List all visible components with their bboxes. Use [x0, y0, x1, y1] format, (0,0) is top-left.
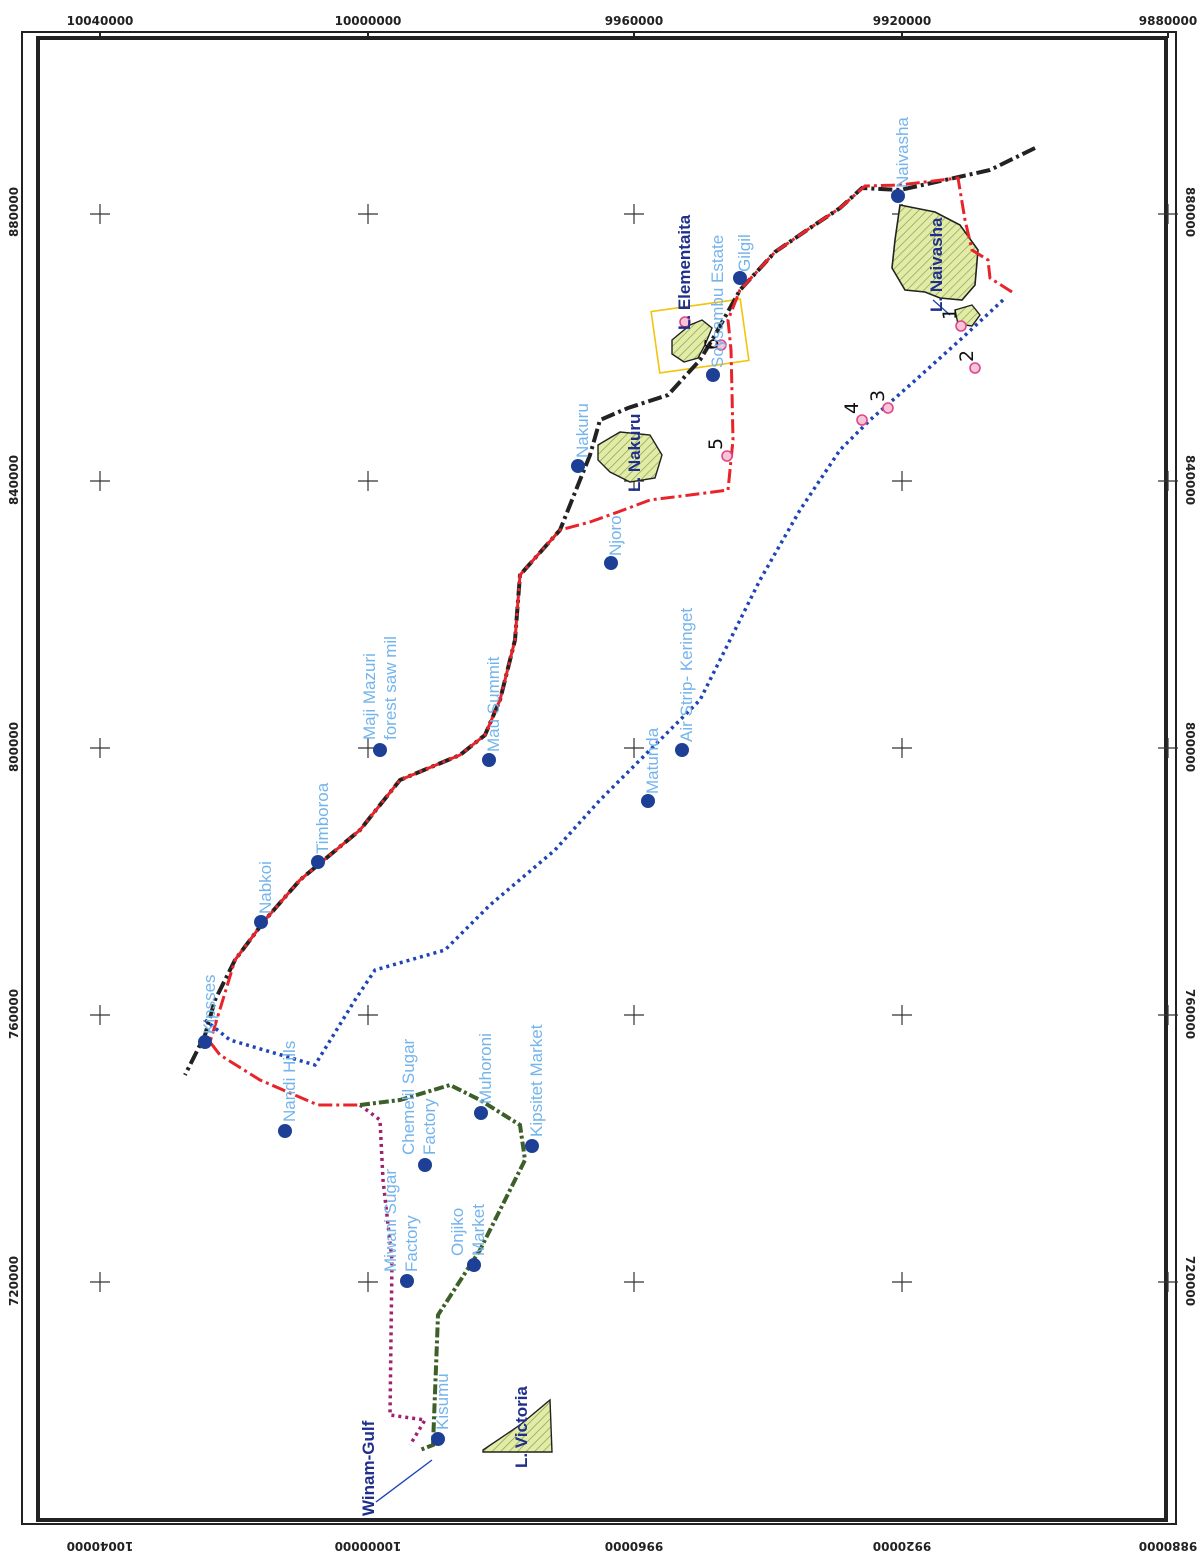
top-tick-label: 10040000 [67, 14, 134, 28]
sample-point-marker [721, 450, 733, 462]
sample-point-marker [882, 402, 894, 414]
sample-point-label: 4 [841, 402, 863, 414]
lake-naivasha [891, 204, 979, 301]
left-tick-label: 880000 [7, 187, 21, 237]
town-markers [198, 189, 905, 1446]
sample-point-marker [955, 320, 967, 332]
town-marker [604, 556, 618, 570]
town-marker [278, 1124, 292, 1138]
town-label-timboroa: Timboroa [313, 782, 332, 854]
left-tick-label: 760000 [7, 989, 21, 1039]
sample-point-marker [969, 362, 981, 374]
town-label-saw-mill: forest saw mil [381, 636, 400, 740]
town-label-njoro: Njoro [606, 515, 625, 556]
map-inner-frame [36, 36, 1168, 1522]
town-label-keringet: Air Strip- Keringet [677, 608, 696, 742]
town-label-onjiko-market: Market [469, 1204, 488, 1256]
town-marker [641, 794, 655, 808]
sample-point-label: 6 [701, 338, 723, 350]
town-marker [675, 743, 689, 757]
lake-label-winam-gulf: Winam-Gulf [359, 1420, 378, 1516]
town-marker [373, 743, 387, 757]
town-marker [571, 459, 585, 473]
lake-elementaita [671, 319, 713, 363]
bottom-tick-label: 10040000 [67, 1539, 134, 1553]
right-tick-label: 880000 [1183, 187, 1197, 237]
right-tick-label: 720000 [1183, 1256, 1197, 1306]
route-blue [203, 298, 1005, 1068]
sample-points [679, 316, 981, 462]
lake-label-naivasha: L. Naivasha [927, 217, 946, 312]
town-label-gilgil: Gilgil [735, 234, 754, 272]
top-tick-label: 9960000 [605, 14, 663, 28]
town-marker [474, 1106, 488, 1120]
elementaita-highlight-box [650, 298, 750, 374]
sample-point-marker [715, 339, 727, 351]
sample-point-label: 3 [867, 390, 889, 402]
town-label-kipsitet: Kipsitet Market [527, 1024, 546, 1137]
sample-point-label: 5 [705, 438, 727, 450]
town-marker [733, 271, 747, 285]
town-label-nakuru: Nakuru [573, 403, 592, 458]
town-label-muhoroni: Muhoroni [476, 1033, 495, 1104]
town-label-miwani: Miwani Sugar [381, 1169, 400, 1272]
right-tick-label: 760000 [1183, 989, 1197, 1039]
town-marker [482, 753, 496, 767]
lake-nakuru [597, 431, 663, 483]
left-tick-label: 720000 [7, 1256, 21, 1306]
town-marker [198, 1035, 212, 1049]
town-label-chemelil: Chemelil Sugar [399, 1038, 418, 1155]
town-label-onjiko: Onjiko [448, 1208, 467, 1256]
town-label-nabkoi: Nabkoi [256, 861, 275, 914]
bottom-tick-label: 9880000 [1139, 1539, 1197, 1553]
town-label-maji-mazuri: Maji Mazuri [360, 653, 379, 740]
left-tick-label: 800000 [7, 722, 21, 772]
sample-point-label: 2 [956, 350, 978, 362]
town-marker [418, 1158, 432, 1172]
town-label-kipsses: Kipsses [200, 974, 219, 1034]
town-marker [467, 1258, 481, 1272]
route-purple [358, 1103, 428, 1446]
right-tick-label: 840000 [1183, 455, 1197, 505]
town-label-nandi-hills: Nandi Hills [280, 1041, 299, 1122]
top-tick-label: 10000000 [335, 14, 402, 28]
sample-point-marker [679, 316, 691, 328]
left-tick-label: 840000 [7, 455, 21, 505]
lake-label-nakuru: L. Nakuru [625, 414, 644, 492]
sample-point-marker [856, 414, 868, 426]
town-label-kisumu: Kisumu [433, 1373, 452, 1430]
town-label-mau-summit: Mau Summit [484, 656, 503, 752]
right-tick-label: 800000 [1183, 722, 1197, 772]
top-tick-label: 9920000 [873, 14, 931, 28]
lake-label-victoria: L. Victoria [512, 1386, 531, 1468]
lake-victoria [482, 1398, 553, 1453]
town-label-naivasha: Naivasha [893, 117, 912, 188]
top-tick-label: 9880000 [1139, 14, 1197, 28]
town-marker [311, 855, 325, 869]
town-marker [525, 1139, 539, 1153]
bottom-tick-label: 10000000 [335, 1539, 402, 1553]
bottom-tick-label: 9920000 [873, 1539, 931, 1553]
map-outer-frame [21, 31, 1177, 1525]
lake-label-elementaita: L. Elementaita [675, 214, 694, 330]
naivasha-leader [932, 299, 951, 316]
route-green [359, 1082, 528, 1452]
town-label-matunda: Matunda [643, 727, 662, 794]
town-label-chemelil-factory: Factory [420, 1098, 439, 1155]
bottom-tick-label: 9960000 [605, 1539, 663, 1553]
winam-gulf-leader [375, 1459, 433, 1503]
sample-point-label: 1 [939, 308, 961, 320]
grid-crosses [90, 204, 1178, 1292]
town-marker [891, 189, 905, 203]
route-red [208, 176, 1013, 1107]
town-marker [431, 1432, 445, 1446]
town-marker [254, 915, 268, 929]
town-marker [706, 368, 720, 382]
town-label-miwani-factory: Factory [402, 1215, 421, 1272]
town-marker [400, 1274, 414, 1288]
town-label-soysambu: Soysambu Estate [708, 235, 727, 368]
